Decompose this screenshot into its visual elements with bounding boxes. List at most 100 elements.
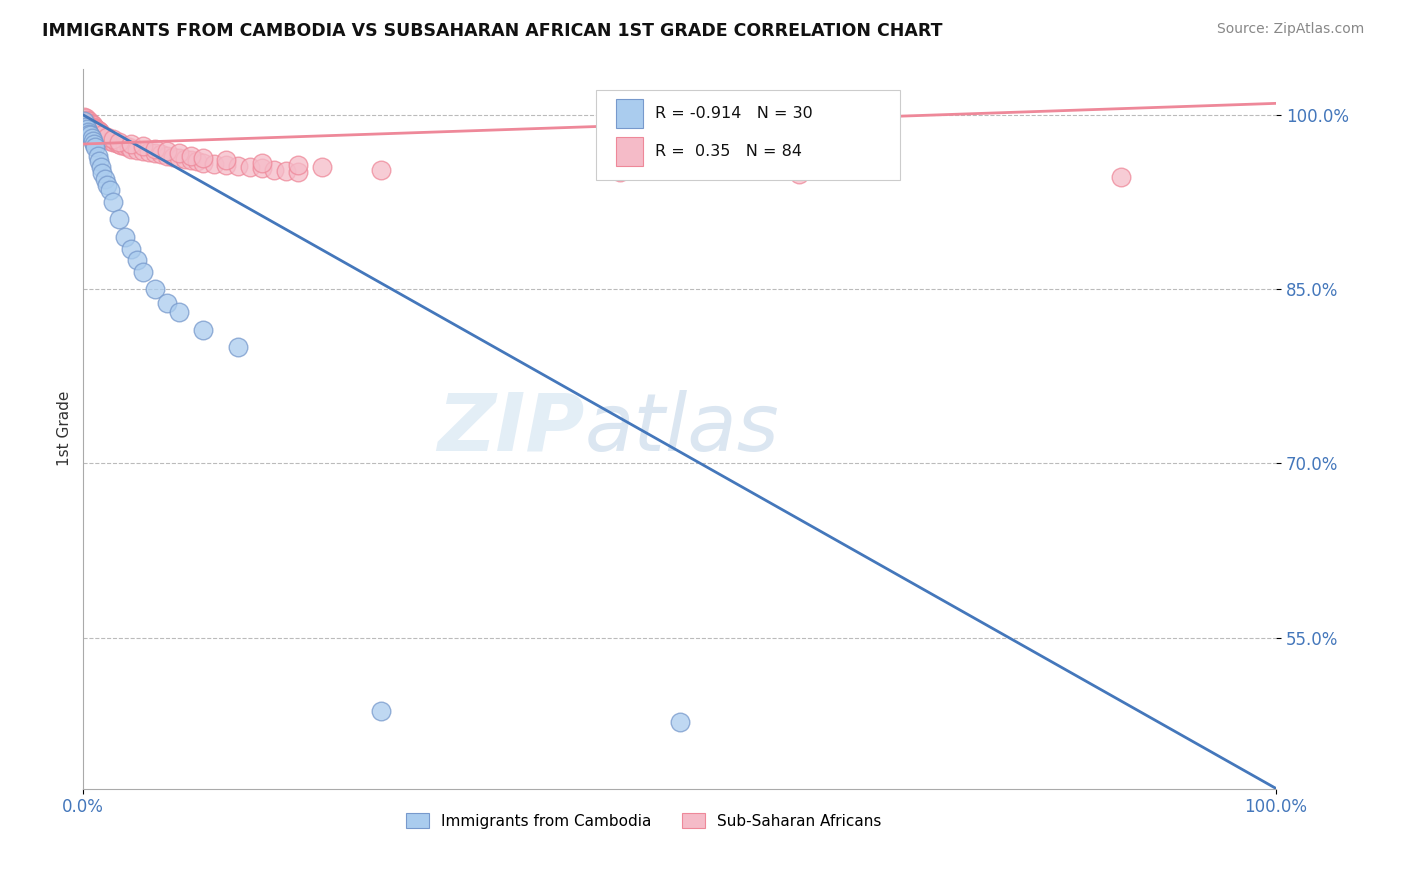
Point bbox=[87, 154, 110, 169]
Point bbox=[138, 145, 160, 160]
Point bbox=[215, 153, 238, 168]
Point bbox=[86, 122, 108, 136]
Point bbox=[76, 122, 98, 136]
Point bbox=[609, 165, 631, 179]
Point bbox=[86, 148, 108, 162]
Point bbox=[180, 148, 202, 162]
Point bbox=[86, 128, 108, 143]
Point bbox=[132, 139, 155, 153]
Text: R =  0.35   N = 84: R = 0.35 N = 84 bbox=[655, 144, 801, 159]
Point bbox=[93, 128, 115, 143]
Point bbox=[204, 157, 226, 171]
Point bbox=[250, 161, 273, 176]
Point bbox=[180, 153, 202, 168]
Point bbox=[125, 143, 148, 157]
Point bbox=[77, 115, 100, 129]
Point bbox=[77, 113, 100, 128]
Point bbox=[90, 160, 112, 174]
Point bbox=[108, 136, 131, 151]
Point bbox=[167, 305, 190, 319]
Point bbox=[73, 113, 96, 128]
Point bbox=[98, 184, 121, 198]
Point bbox=[90, 128, 112, 142]
Point bbox=[370, 704, 392, 718]
Point bbox=[77, 125, 100, 139]
Point bbox=[117, 140, 139, 154]
Point bbox=[101, 135, 124, 149]
Point bbox=[80, 123, 103, 137]
Point bbox=[83, 136, 105, 151]
Point bbox=[94, 130, 117, 145]
Point bbox=[228, 159, 250, 173]
Point bbox=[274, 163, 297, 178]
Point bbox=[97, 132, 120, 146]
Point bbox=[98, 134, 121, 148]
Point bbox=[287, 158, 309, 172]
Point bbox=[90, 127, 112, 141]
Point bbox=[114, 230, 136, 244]
Point bbox=[191, 151, 214, 165]
Point bbox=[75, 112, 97, 126]
Point bbox=[239, 160, 262, 174]
Point bbox=[215, 158, 238, 172]
Point bbox=[75, 120, 97, 134]
Point bbox=[167, 151, 190, 165]
Point bbox=[191, 155, 214, 169]
Y-axis label: 1st Grade: 1st Grade bbox=[58, 391, 72, 467]
Point bbox=[91, 128, 114, 142]
Point bbox=[132, 265, 155, 279]
Point bbox=[84, 125, 107, 139]
Point bbox=[173, 152, 195, 166]
Point bbox=[250, 155, 273, 169]
Point bbox=[79, 128, 101, 142]
Point bbox=[143, 146, 166, 161]
Point bbox=[156, 296, 179, 310]
Point bbox=[311, 160, 333, 174]
Point bbox=[114, 139, 136, 153]
Text: atlas: atlas bbox=[585, 390, 779, 467]
Point bbox=[156, 148, 179, 162]
Point bbox=[84, 127, 107, 141]
Point bbox=[79, 116, 101, 130]
Point bbox=[105, 136, 128, 150]
Point bbox=[162, 150, 184, 164]
Bar bbox=[616, 136, 643, 166]
Point bbox=[75, 116, 97, 130]
Point bbox=[787, 167, 810, 181]
Legend: Immigrants from Cambodia, Sub-Saharan Africans: Immigrants from Cambodia, Sub-Saharan Af… bbox=[401, 806, 887, 835]
Point bbox=[77, 120, 100, 135]
Point bbox=[110, 138, 132, 153]
Point bbox=[82, 119, 104, 133]
Point bbox=[79, 122, 101, 136]
Point bbox=[80, 117, 103, 131]
Point bbox=[96, 130, 118, 145]
Point bbox=[143, 282, 166, 296]
Point bbox=[108, 212, 131, 227]
Point bbox=[101, 195, 124, 210]
Text: ZIP: ZIP bbox=[437, 390, 585, 467]
Point bbox=[101, 132, 124, 146]
Point bbox=[370, 162, 392, 177]
Point bbox=[73, 110, 96, 124]
Point bbox=[77, 120, 100, 134]
Point bbox=[120, 242, 142, 256]
Point bbox=[76, 117, 98, 131]
Point bbox=[120, 142, 142, 156]
Point bbox=[91, 166, 114, 180]
Point bbox=[287, 165, 309, 179]
Point bbox=[143, 142, 166, 156]
Point bbox=[191, 323, 214, 337]
Point bbox=[84, 140, 107, 154]
Point bbox=[75, 116, 97, 130]
Text: R = -0.914   N = 30: R = -0.914 N = 30 bbox=[655, 106, 813, 121]
Point bbox=[167, 146, 190, 161]
Point bbox=[83, 120, 105, 134]
Point bbox=[76, 112, 98, 127]
Bar bbox=[616, 100, 643, 128]
Point bbox=[80, 123, 103, 137]
Point bbox=[156, 144, 179, 158]
Point bbox=[263, 162, 285, 177]
Point bbox=[94, 171, 117, 186]
Point bbox=[82, 134, 104, 148]
Point bbox=[228, 340, 250, 354]
